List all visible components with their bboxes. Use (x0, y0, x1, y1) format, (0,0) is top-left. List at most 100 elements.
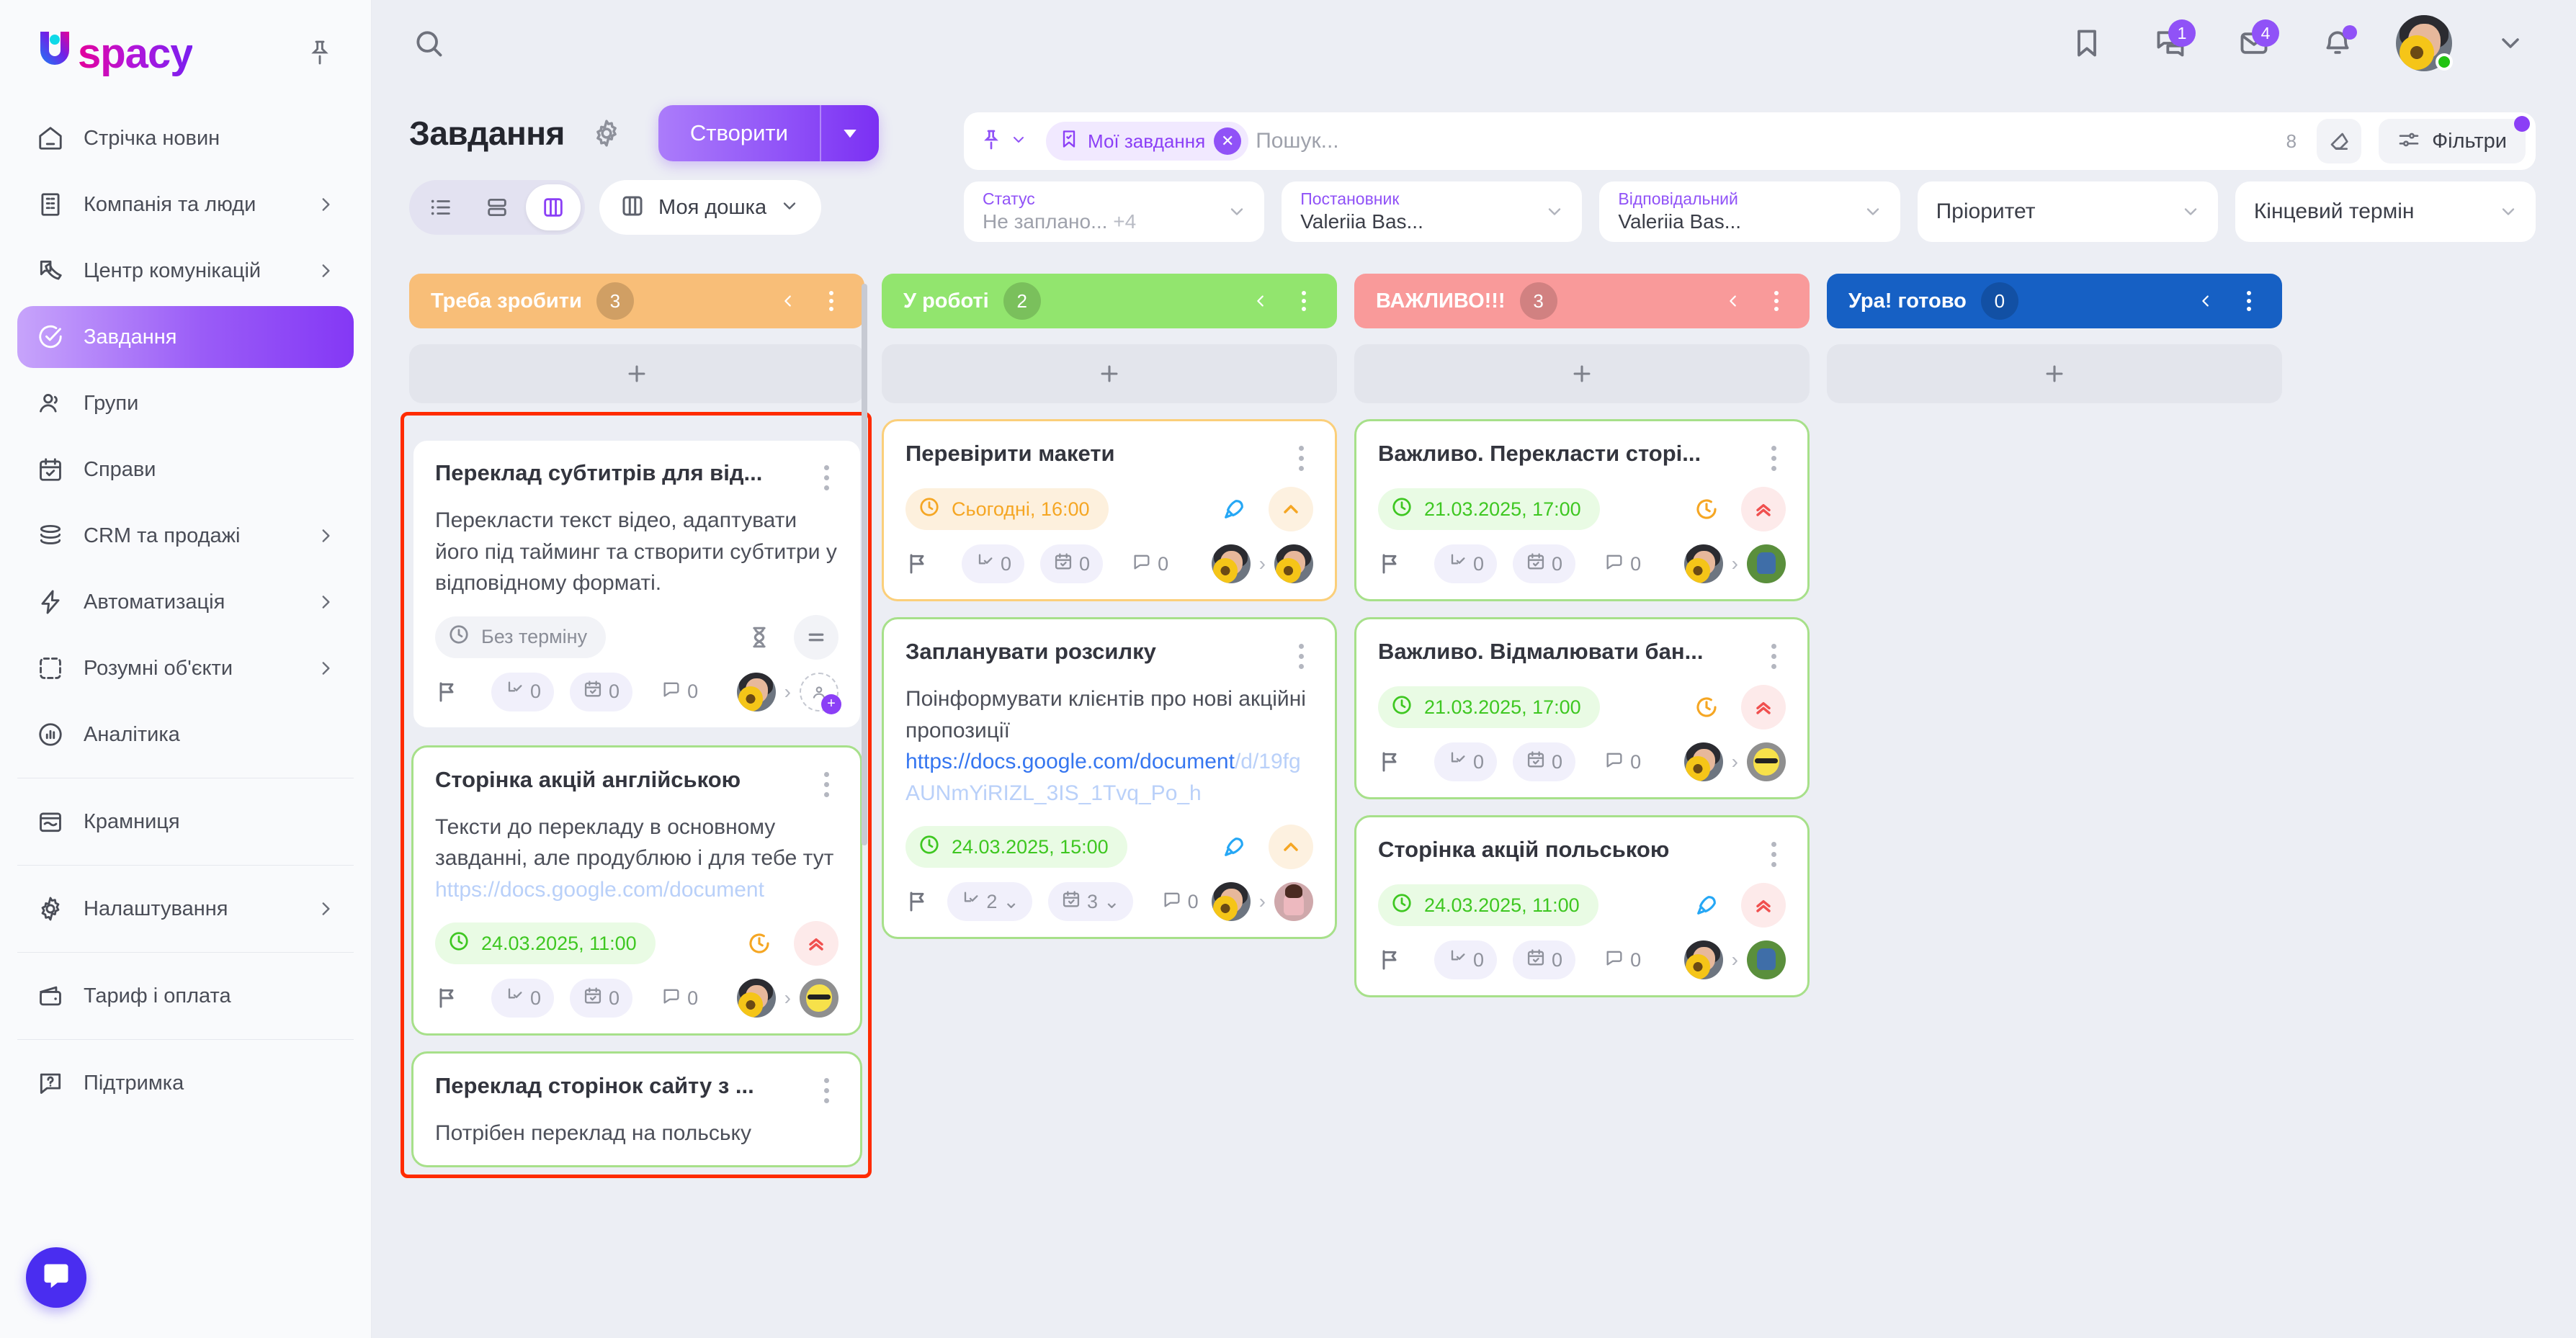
column-menu-kebab-icon[interactable] (1762, 284, 1791, 318)
active-filter-chip[interactable]: Мої завдання ✕ (1046, 122, 1249, 161)
add-assignee-button[interactable]: + (800, 672, 841, 714)
task-due-date[interactable]: 24.03.2025, 11:00 (435, 922, 656, 964)
mail-icon[interactable]: 4 (2229, 18, 2279, 68)
sidebar-item-settings[interactable]: Налаштування (17, 878, 354, 940)
column-header[interactable]: Треба зробити 3 (409, 274, 864, 328)
task-subtasks-count[interactable]: 0 (1434, 742, 1498, 781)
task-card[interactable]: Сторінка акцій англійською Тексти до пер… (411, 745, 862, 1036)
task-card[interactable]: Переклад сторінок сайту з ... Потрібен п… (411, 1051, 862, 1167)
task-due-date[interactable]: 21.03.2025, 17:00 (1378, 488, 1600, 530)
task-comments-count[interactable]: 0 (1591, 940, 1654, 979)
task-assignees[interactable]: › (1683, 544, 1786, 583)
task-priority-chevron-up-icon[interactable] (1269, 825, 1313, 869)
task-comments-count[interactable]: 0 (648, 979, 711, 1018)
task-description-link[interactable]: https://docs.google.com/document (435, 877, 764, 902)
column-header[interactable]: ВАЖЛИВО!!! 3 (1354, 274, 1810, 328)
add-card-button[interactable] (1827, 344, 2282, 403)
task-assignees[interactable]: › (1683, 742, 1786, 781)
task-menu-kebab-icon[interactable] (814, 766, 838, 797)
flag-icon[interactable] (905, 890, 931, 913)
checklist-expand-chevron-down-icon[interactable]: ⌄ (1104, 890, 1120, 912)
filter-status[interactable]: Статус Не заплано... +4 (964, 181, 1265, 242)
task-priority-chevrons-up-icon[interactable] (794, 921, 838, 966)
task-menu-kebab-icon[interactable] (1761, 836, 1786, 867)
task-card[interactable]: Перевірити макети Сьогодні, 16:00 (882, 419, 1337, 601)
task-card[interactable]: Важливо. Перекласти сторі... 21.03.2025,… (1354, 419, 1810, 601)
task-subtasks-count[interactable]: 0 (1434, 544, 1498, 583)
task-due-date[interactable]: 21.03.2025, 17:00 (1378, 686, 1600, 728)
task-checklist-count[interactable]: 0 (1513, 940, 1576, 979)
task-due-date[interactable]: 24.03.2025, 11:00 (1378, 884, 1598, 926)
task-subtasks-count[interactable]: 0 (491, 979, 555, 1018)
clear-search-eraser-icon[interactable] (2317, 119, 2362, 163)
sidebar-item-company-and-people[interactable]: Компанія та люди (17, 174, 354, 235)
kanban-view-icon[interactable] (526, 184, 581, 230)
task-menu-kebab-icon[interactable] (814, 459, 838, 490)
task-checklist-count[interactable]: 0 (570, 979, 633, 1018)
sidebar-item-communication-center[interactable]: Центр комунікацій (17, 240, 354, 302)
sidebar-item-tasks[interactable]: Завдання (17, 306, 354, 368)
task-assignees[interactable]: › (1211, 544, 1313, 583)
task-menu-kebab-icon[interactable] (1761, 638, 1786, 669)
rows-view-icon[interactable] (470, 184, 524, 230)
sidebar-item-crm-and-sales[interactable]: CRM та продажі (17, 505, 354, 567)
remove-filter-chip-icon[interactable]: ✕ (1214, 127, 1242, 155)
task-due-date[interactable]: Сьогодні, 16:00 (905, 488, 1109, 530)
task-menu-kebab-icon[interactable] (1761, 440, 1786, 471)
task-comments-count[interactable]: 0 (1149, 882, 1212, 921)
board-selector[interactable]: Моя дошка (599, 180, 822, 235)
task-card[interactable]: Важливо. Відмалювати бан... 21.03.2025, … (1354, 617, 1810, 799)
sidebar-item-analytics[interactable]: Аналітика (17, 704, 354, 765)
task-assignees[interactable]: › (1683, 940, 1786, 979)
task-priority-chevrons-up-icon[interactable] (1741, 883, 1786, 928)
task-checklist-count[interactable]: 0 (1513, 742, 1576, 781)
flag-icon[interactable] (1378, 750, 1418, 773)
task-due-date[interactable]: Без терміну (435, 616, 607, 658)
collapse-column-chevron-left-icon[interactable] (2191, 284, 2220, 318)
avatar[interactable] (2396, 15, 2453, 71)
sidebar-item-groups[interactable]: Групи (17, 372, 354, 434)
create-button[interactable]: Створити (658, 105, 879, 161)
task-card[interactable]: Переклад субтитрів для від... Перекласти… (411, 439, 862, 729)
sidebar-item-tariff-and-payment[interactable]: Тариф і оплата (17, 965, 354, 1027)
tasks-settings-gear-icon[interactable] (589, 116, 624, 151)
sidebar-item-smart-objects[interactable]: Розумні об'єкти (17, 637, 354, 699)
task-checklist-count[interactable]: 0 (1513, 544, 1576, 583)
filter-creator[interactable]: Постановник Valeriia Bas... (1282, 181, 1583, 242)
bookmark-icon[interactable] (2062, 18, 2112, 68)
sidebar-item-automation[interactable]: Автоматизація (17, 571, 354, 633)
intercom-launcher[interactable] (26, 1247, 86, 1308)
task-due-date[interactable]: 24.03.2025, 15:00 (905, 826, 1127, 868)
create-caret-down-icon[interactable] (821, 105, 879, 161)
task-comments-count[interactable]: 0 (648, 673, 711, 711)
add-card-button[interactable] (1354, 344, 1810, 403)
bell-icon[interactable] (2312, 18, 2363, 68)
sidebar-item-support[interactable]: Підтримка (17, 1052, 354, 1114)
column-header[interactable]: У роботі 2 (882, 274, 1337, 328)
list-view-icon[interactable] (413, 184, 468, 230)
column-menu-kebab-icon[interactable] (817, 284, 846, 318)
task-checklist-count[interactable]: 0 (1040, 544, 1104, 583)
task-description-link-tail[interactable]: /d/19fgAUNmYiRIZL_3IS_1Tvq_Po_h (905, 750, 1301, 805)
add-card-button[interactable] (409, 344, 864, 403)
task-subtasks-count[interactable]: 0 (962, 544, 1025, 583)
flag-icon[interactable] (1378, 948, 1418, 971)
task-assignees[interactable]: › (736, 979, 838, 1018)
task-priority-chevrons-up-icon[interactable] (1741, 487, 1786, 531)
filter-assignee[interactable]: Відповідальний Valeriia Bas... (1599, 181, 1900, 242)
task-priority-chevron-up-icon[interactable] (1269, 487, 1313, 531)
flag-icon[interactable] (1378, 552, 1418, 575)
task-assignees[interactable]: › (1211, 882, 1313, 921)
task-menu-kebab-icon[interactable] (1289, 638, 1313, 669)
sidebar-item-store[interactable]: Крамниця (17, 791, 354, 853)
column-menu-kebab-icon[interactable] (1289, 284, 1318, 318)
collapse-column-chevron-left-icon[interactable] (1719, 284, 1748, 318)
flag-icon[interactable] (905, 552, 946, 575)
task-checklist-count[interactable]: 0 (570, 672, 633, 711)
search-icon[interactable] (403, 18, 454, 68)
collapse-column-chevron-left-icon[interactable] (774, 284, 802, 318)
task-assignees[interactable]: › + (736, 672, 841, 714)
flag-icon[interactable] (435, 987, 475, 1010)
sidebar-item-news-feed[interactable]: Стрічка новин (17, 107, 354, 169)
sidebar-item-cases[interactable]: Справи (17, 439, 354, 500)
